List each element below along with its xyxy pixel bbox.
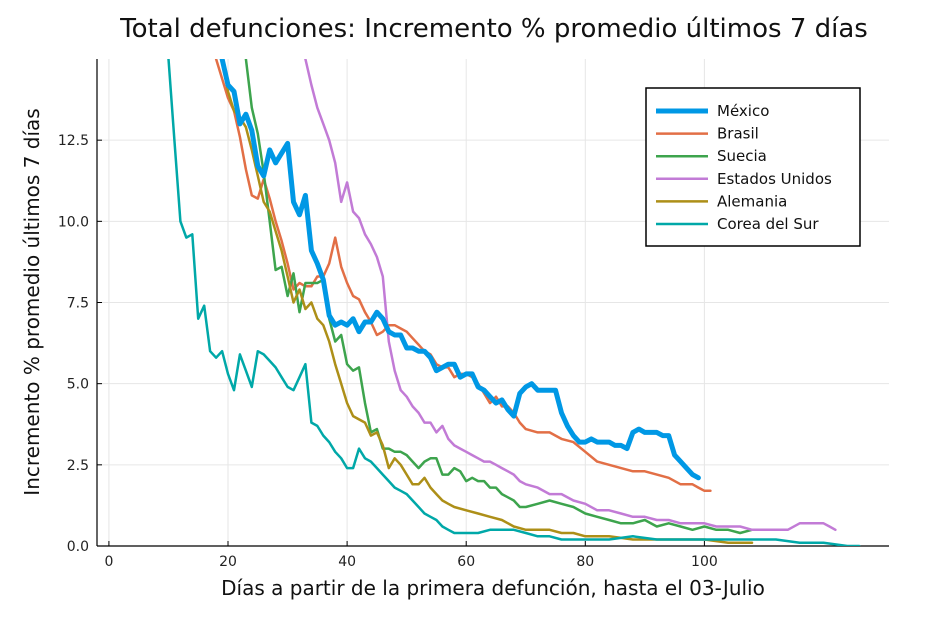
legend-label: Suecia bbox=[717, 147, 767, 165]
legend-label: Alemania bbox=[717, 192, 787, 210]
x-tick-label: 100 bbox=[691, 554, 718, 570]
legend-label: México bbox=[717, 102, 769, 120]
axes bbox=[96, 59, 889, 547]
legend-box bbox=[645, 87, 861, 247]
x-tick-label: 60 bbox=[457, 554, 475, 570]
series-layer bbox=[167, 59, 861, 546]
legend-label: Estados Unidos bbox=[717, 170, 832, 188]
y-tick-label: 7.5 bbox=[67, 296, 89, 312]
y-tick-label: 12.5 bbox=[58, 133, 89, 149]
x-axis-title: Días a partir de la primera defunción, h… bbox=[221, 576, 765, 600]
series-line-alemania bbox=[220, 59, 754, 545]
x-tick-label: 0 bbox=[104, 554, 113, 570]
x-tick-label: 40 bbox=[338, 554, 356, 570]
y-tick-label: 0.0 bbox=[67, 539, 89, 555]
series-line-corea-del-sur bbox=[167, 59, 861, 546]
legend-label: Corea del Sur bbox=[717, 215, 819, 233]
legend-label: Brasil bbox=[717, 125, 759, 143]
series-line-méxico bbox=[219, 59, 701, 481]
y-axis-title: Incremento % promedio últimos 7 días bbox=[20, 108, 44, 495]
y-tick-label: 5.0 bbox=[67, 377, 89, 393]
legend: México Brasil Suecia Estados Unidos Alemania… bbox=[645, 87, 861, 247]
y-tick-label: 10.0 bbox=[58, 214, 89, 230]
tick-labels: 0 20 40 60 80 100 0.0 2.5 5.0 7.5 10.0 12.5 bbox=[58, 133, 718, 570]
x-tick-label: 80 bbox=[576, 554, 594, 570]
x-tick-label: 20 bbox=[219, 554, 237, 570]
chart-title: Total defunciones: Incremento % promedio… bbox=[119, 14, 868, 44]
y-tick-label: 2.5 bbox=[67, 458, 89, 474]
series-line-estados-unidos bbox=[304, 59, 837, 532]
series-line-suecia bbox=[244, 59, 754, 535]
